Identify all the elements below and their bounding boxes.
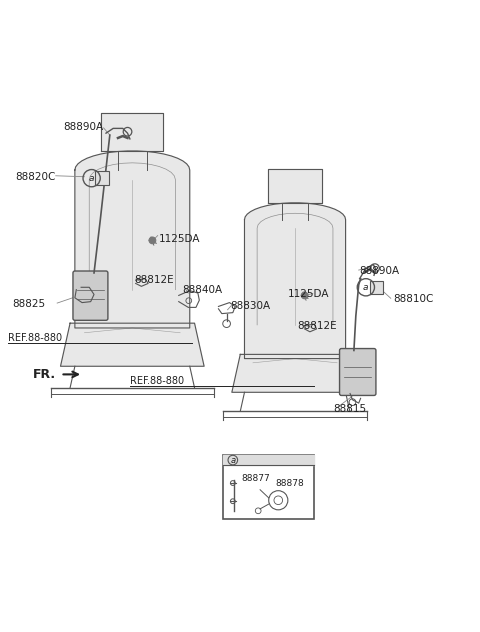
Text: 88825: 88825: [12, 299, 46, 309]
Polygon shape: [60, 323, 204, 367]
FancyBboxPatch shape: [339, 348, 376, 396]
Bar: [370, 281, 383, 294]
Text: 88840A: 88840A: [182, 284, 223, 295]
Text: 88815: 88815: [333, 404, 366, 415]
Text: 88877: 88877: [241, 474, 270, 483]
Text: 88830A: 88830A: [230, 301, 271, 312]
Text: 88812E: 88812E: [298, 320, 337, 331]
Text: REF.88-880: REF.88-880: [130, 375, 184, 386]
Text: 88890A: 88890A: [63, 122, 103, 132]
Circle shape: [301, 292, 308, 299]
Text: a: a: [230, 456, 235, 465]
Text: 88810C: 88810C: [393, 295, 433, 304]
Text: 88820C: 88820C: [15, 172, 55, 182]
FancyBboxPatch shape: [73, 271, 108, 320]
Polygon shape: [75, 151, 190, 328]
Text: FR.: FR.: [33, 368, 56, 381]
Text: 88890A: 88890A: [360, 265, 400, 276]
Text: REF.88-880: REF.88-880: [8, 332, 62, 343]
Circle shape: [149, 237, 156, 244]
Text: a: a: [89, 174, 95, 183]
Bar: [223, 455, 314, 520]
Polygon shape: [268, 169, 323, 203]
Text: 1125DA: 1125DA: [288, 289, 329, 300]
Polygon shape: [232, 355, 358, 392]
Text: 88812E: 88812E: [135, 275, 174, 285]
Text: 88878: 88878: [275, 479, 304, 488]
Polygon shape: [223, 455, 314, 465]
Polygon shape: [101, 112, 163, 151]
Text: a: a: [363, 283, 369, 292]
Bar: [96, 171, 109, 185]
Polygon shape: [244, 203, 346, 358]
Text: 1125DA: 1125DA: [158, 234, 200, 245]
